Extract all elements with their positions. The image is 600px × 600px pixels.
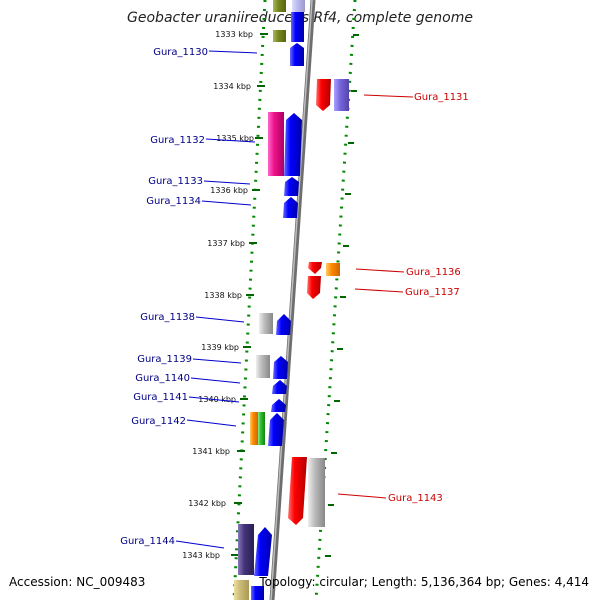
gene-feature	[326, 263, 340, 276]
right-callouts	[337, 94, 414, 499]
gene-arrow	[283, 197, 298, 218]
gene-arrow	[254, 527, 272, 576]
gene-arrow	[273, 356, 288, 379]
genome-backbone	[269, 0, 316, 600]
kbp-label: 1341 kbp	[192, 447, 230, 456]
kbp-label: 1334 kbp	[213, 82, 251, 91]
gene-arrow	[288, 457, 307, 525]
gene-arrow	[272, 380, 287, 394]
gene-feature	[258, 412, 265, 445]
kbp-label: 1342 kbp	[188, 499, 226, 508]
gene-feature	[273, 0, 286, 12]
kbp-label: 1333 kbp	[215, 30, 253, 39]
gene-label-gura-1136: Gura_1136	[406, 267, 461, 278]
gene-label-gura-1144: Gura_1144	[120, 536, 175, 547]
kbp-label: 1336 kbp	[210, 186, 248, 195]
gene-feature	[273, 30, 286, 42]
gene-feature	[234, 580, 249, 600]
gene-feature	[308, 458, 325, 527]
kbp-label: 1343 kbp	[182, 551, 220, 560]
gene-feature	[334, 79, 349, 111]
topology-text: Topology: circular; Length: 5,136,364 bp…	[259, 575, 589, 589]
gene-label-gura-1133: Gura_1133	[148, 176, 203, 187]
inner-boundary-dotted	[232, 0, 267, 600]
gene-arrow	[284, 113, 302, 176]
gene-label-gura-1130: Gura_1130	[153, 47, 208, 58]
gene-feature	[250, 412, 258, 445]
gene-arrow	[308, 262, 322, 274]
gene-arrow	[276, 314, 291, 335]
kbp-label: 1338 kbp	[204, 291, 242, 300]
gene-arrow	[316, 79, 331, 111]
gene-label-gura-1134: Gura_1134	[146, 196, 201, 207]
gene-label-gura-1132: Gura_1132	[150, 135, 205, 146]
gene-arrow	[271, 399, 286, 412]
gene-label-gura-1131: Gura_1131	[414, 92, 469, 103]
gene-feature	[291, 12, 304, 42]
gene-feature	[238, 524, 254, 575]
accession-text: Accession: NC_009483	[9, 575, 146, 589]
gene-label-gura-1141: Gura_1141	[133, 392, 188, 403]
kbp-label: 1339 kbp	[201, 343, 239, 352]
kbp-label: 1335 kbp	[216, 134, 254, 143]
gene-arrow	[284, 177, 299, 196]
gene-feature	[256, 355, 270, 378]
left-callouts	[175, 50, 258, 549]
gene-arrow	[307, 276, 321, 299]
gene-arrow	[268, 413, 284, 446]
gene-label-gura-1143: Gura_1143	[388, 493, 443, 504]
gene-label-gura-1137: Gura_1137	[405, 287, 460, 298]
gene-label-gura-1140: Gura_1140	[135, 373, 190, 384]
kbp-ticks	[231, 33, 359, 557]
gene-label-gura-1139: Gura_1139	[137, 354, 192, 365]
gene-feature	[251, 586, 264, 600]
gene-feature	[259, 313, 273, 334]
gene-feature	[292, 0, 305, 12]
kbp-labels: 1333 kbp 1334 kbp 1335 kbp 1336 kbp 1337…	[182, 30, 254, 560]
gene-feature	[268, 112, 284, 176]
gene-arrow	[290, 43, 304, 66]
kbp-label: 1337 kbp	[207, 239, 245, 248]
gene-label-gura-1138: Gura_1138	[140, 312, 195, 323]
gene-label-gura-1142: Gura_1142	[131, 416, 186, 427]
